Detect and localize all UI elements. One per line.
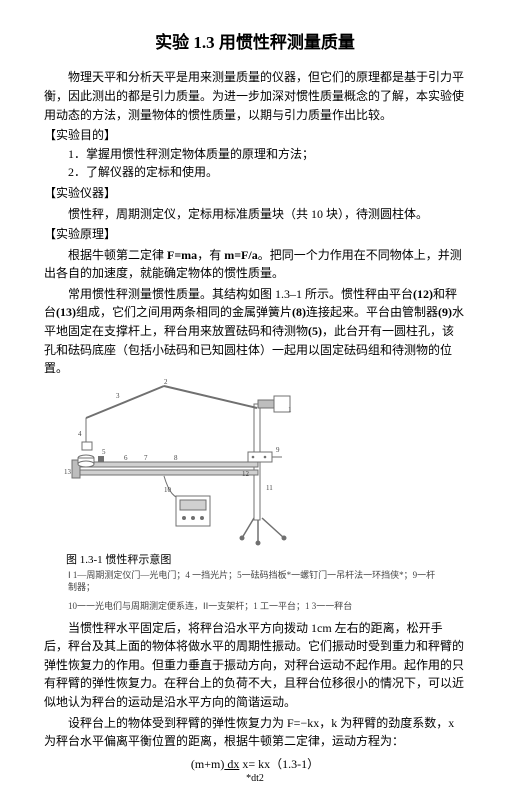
svg-text:13: 13	[64, 468, 72, 476]
figure-diagram: 2 3 4 5 6 7 8 9 10 11 12 13 1	[44, 378, 466, 548]
p2-e: 组成，它们之间用两条相同的金属弹簧片	[76, 305, 292, 319]
svg-text:7: 7	[144, 454, 148, 462]
svg-text:8: 8	[174, 454, 178, 462]
principle-para-4: 设秤台上的物体受到秤臂的弹性恢复力为 F=−kx，k 为秤臂的劲度系数，x 为秤…	[44, 714, 466, 751]
eq-b: dx	[224, 757, 239, 771]
eq-a: (m+m)	[191, 757, 224, 771]
principle-para-1: 根据牛顿第二定律 F=ma，有 m=F/a。把同一个力作用在不同物体上，并测出各…	[44, 246, 466, 283]
p2-j: (5)	[308, 324, 322, 338]
figure-subcaption-2: 10一一光电们与周期测定便系连，ⅠⅠ一支架杆；1 工一平台；1 3一一秤台	[68, 600, 438, 613]
section-principle-heading: 【实验原理】	[44, 225, 466, 244]
purpose-item-2: 2．了解仪器的定标和使用。	[44, 163, 466, 182]
p2-g: 连接起来。平台由管制器	[306, 305, 438, 319]
svg-text:11: 11	[266, 484, 273, 492]
equation-sub: *dt2	[44, 771, 466, 787]
p2-d: (13)	[56, 305, 76, 319]
section-purpose-heading: 【实验目的】	[44, 126, 466, 145]
svg-text:2: 2	[164, 378, 168, 386]
svg-text:5: 5	[102, 448, 106, 456]
document-page: 实验 1.3 用惯性秤测量质量 物理天平和分析天平是用来测量质量的仪器，但它们的…	[0, 0, 506, 807]
svg-text:4: 4	[78, 430, 82, 438]
p2-f: (8)	[292, 305, 306, 319]
svg-text:10: 10	[164, 486, 172, 494]
section-instrument-heading: 【实验仪器】	[44, 184, 466, 203]
page-title: 实验 1.3 用惯性秤测量质量	[44, 30, 466, 56]
principle-para-2: 常用惯性秤测量惯性质量。其结构如图 1.3–1 所示。惯性秤由平台(12)和秤台…	[44, 285, 466, 378]
p1-b: F=ma	[167, 248, 197, 262]
p1-d: m=F/a	[224, 248, 258, 262]
svg-text:3: 3	[116, 392, 120, 400]
svg-text:9: 9	[276, 446, 280, 454]
p2-a: 常用惯性秤测量惯性质量。其结构如图 1.3–1 所示。惯性秤由平台	[68, 287, 413, 301]
svg-text:12: 12	[242, 470, 250, 478]
principle-para-3: 当惯性秤水平固定后，将秤台沿水平方向拨动 1cm 左右的距离，松开手后，秤台及其…	[44, 619, 466, 712]
svg-text:1: 1	[288, 406, 292, 414]
instruments-text: 惯性秤，周期测定仪，定标用标准质量块（共 10 块），待测圆柱体。	[68, 207, 428, 221]
p1-a: 根据牛顿第二定律	[68, 248, 167, 262]
intro-paragraph: 物理天平和分析天平是用来测量质量的仪器，但它们的原理都是基于引力平衡，因此测出的…	[44, 68, 466, 124]
p1-c: ，有	[197, 248, 224, 262]
p2-h: (9)	[438, 305, 452, 319]
svg-text:6: 6	[124, 454, 128, 462]
inertia-scale-diagram: 2 3 4 5 6 7 8 9 10 11 12 13 1	[44, 378, 344, 548]
eq-c: x= kx（1.3-1）	[239, 757, 319, 771]
figure-subcaption-1: Ⅰ 1—周期测定仪门—光电门；4 一挡光片；5一砝码挡板*一螺钉门一吊杆法一环挡…	[68, 569, 438, 594]
purpose-item-1: 1．掌握用惯性秤测定物体质量的原理和方法；	[44, 145, 466, 164]
figure-caption: 图 1.3-1 惯性秤示意图	[44, 552, 466, 569]
p2-b: (12)	[413, 287, 433, 301]
instruments-line: 惯性秤，周期测定仪，定标用标准质量块（共 10 块），待测圆柱体。	[44, 205, 466, 224]
